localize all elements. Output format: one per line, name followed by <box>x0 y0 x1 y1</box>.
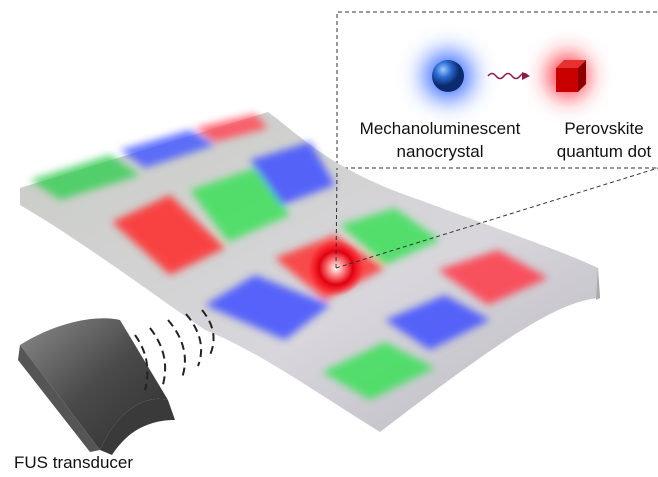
quantum-dot-icon <box>578 60 586 92</box>
transducer-side <box>100 398 175 455</box>
pixel-array <box>30 114 548 400</box>
transducer <box>20 318 168 450</box>
arrow-head <box>522 72 530 80</box>
sheet-edge <box>596 268 600 300</box>
leader-line <box>335 167 338 269</box>
nanocrystal-icon <box>432 60 464 92</box>
leader-line <box>335 167 658 269</box>
ultrasound-waves <box>134 309 215 391</box>
label-line: Perovskite <box>564 119 643 138</box>
label-line: nanocrystal <box>397 142 484 161</box>
label-line: quantum dot <box>557 142 652 161</box>
energy-transfer <box>487 72 529 80</box>
transducer-label: FUS transducer <box>14 453 133 472</box>
callout-box <box>336 11 658 165</box>
quantum-dot-icon <box>556 60 586 68</box>
transducer-side <box>18 345 100 452</box>
quantum-dot-icon <box>556 68 578 92</box>
label-line: Mechanoluminescent <box>360 119 521 138</box>
